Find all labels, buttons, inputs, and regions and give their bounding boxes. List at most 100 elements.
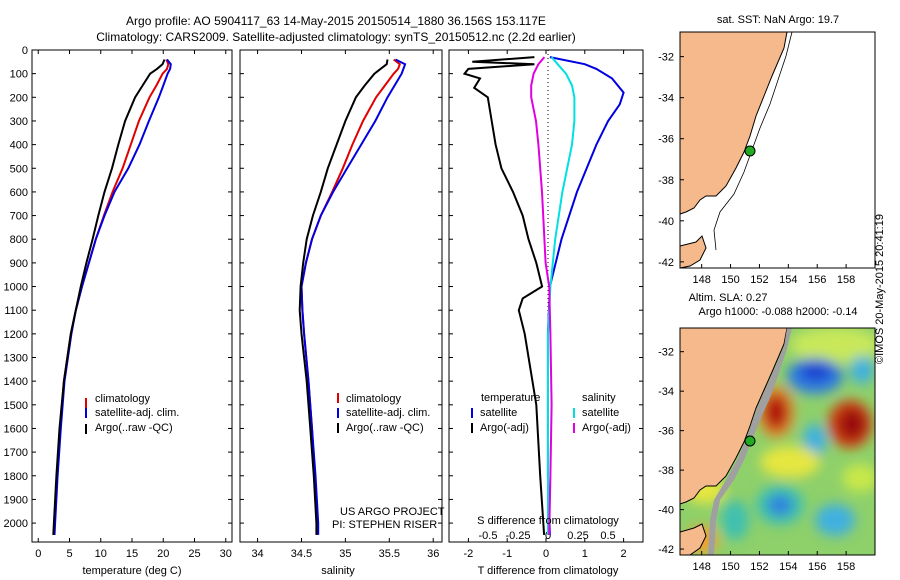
y-tick-label: -34 — [658, 93, 674, 105]
s-difference-label: S difference from climatology — [477, 515, 619, 527]
s-tick-label: -0.25 — [505, 530, 530, 542]
salinity-xlabel: salinity — [321, 565, 355, 577]
sla-anomaly — [815, 504, 855, 536]
sla-anomaly — [842, 464, 875, 492]
y-tick-label: -38 — [658, 465, 674, 477]
pi-annotation: PI: STEPHEN RISER — [332, 519, 437, 531]
x-tick-label: 30 — [220, 548, 232, 560]
legend-climatology-label: climatology — [95, 393, 151, 405]
australia-landmass — [679, 31, 788, 215]
sla-anomalies — [685, 328, 875, 554]
x-tick-label: 158 — [837, 561, 855, 573]
x-tick-label: 34 — [251, 548, 263, 560]
sla-anomaly — [721, 500, 749, 540]
x-tick-label: 148 — [692, 561, 710, 573]
legend-argo-label: Argo(..raw -QC) — [95, 422, 173, 434]
difference-x-axis: -2 -1 0 1 2 — [449, 49, 643, 560]
sla-anomaly — [803, 424, 827, 456]
legend-s-argo-label: Argo(-adj) — [582, 422, 631, 434]
x-tick-label: 152 — [750, 274, 768, 286]
temperature-axes-frame — [31, 49, 233, 543]
legend-t-satellite-label: satellite — [480, 407, 517, 419]
sst-map-title: sat. SST: NaN Argo: 19.7 — [717, 14, 839, 26]
y-tick-label: 1600 — [4, 423, 28, 435]
series-line-climatology — [300, 58, 401, 535]
sla-anomaly — [790, 328, 875, 363]
sla-map-axes: -32 -34 -36 -38 -40 -42 148 150 152 154 156 158 — [658, 347, 855, 573]
temperature-panel: 0100200300400500600700800900100011001200… — [4, 45, 233, 577]
x-tick-label: 156 — [808, 274, 826, 286]
x-tick-label: 0 — [543, 548, 549, 560]
sla-anomaly — [838, 408, 866, 440]
legend-t-argo-label: Argo(-adj) — [480, 422, 529, 434]
y-tick-label: -38 — [658, 175, 674, 187]
y-tick-label: 2000 — [4, 518, 28, 530]
australia-landmass — [680, 328, 788, 505]
difference-panel: -2 -1 0 1 2 -0.5 -0.25 0 0.25 0.5 T difference f… — [448, 49, 644, 577]
y-tick-label: -36 — [658, 134, 674, 146]
y-tick-label: 1100 — [4, 305, 28, 317]
temperature-legend: climatology satellite-adj. clim. Argo(..… — [85, 393, 179, 434]
x-tick-label: -2 — [464, 548, 474, 560]
sla-anomaly — [850, 356, 874, 384]
series-line-satellite — [53, 58, 172, 535]
s-tick-label: 0.5 — [600, 530, 615, 542]
x-tick-label: 35.5 — [379, 548, 400, 560]
series-line-argo — [298, 59, 389, 535]
salinity-legend: climatology satellite-adj. clim. Argo(..… — [337, 393, 430, 434]
y-tick-label: -40 — [658, 505, 674, 517]
y-tick-label: 1500 — [4, 400, 28, 412]
legend-temperature-title: temperature — [481, 392, 540, 404]
y-tick-label: 400 — [10, 140, 28, 152]
y-tick-label: 900 — [10, 258, 28, 270]
y-tick-label: -42 — [658, 257, 674, 269]
legend-salinity-title: salinity — [582, 392, 616, 404]
series-line-satellite — [300, 58, 407, 535]
y-tick-label: 0 — [22, 45, 28, 57]
x-tick-label: 15 — [126, 548, 138, 560]
x-tick-label: 10 — [95, 548, 107, 560]
project-annotation: US ARGO PROJECT — [340, 506, 445, 518]
y-tick-label: 200 — [10, 92, 28, 104]
sst-map-axes: -32 -34 -36 -38 -40 -42 148 150 152 154 156 158 — [658, 52, 855, 286]
series-line-t-satellite — [546, 56, 625, 535]
legend-argo-label: Argo(..raw -QC) — [346, 422, 424, 434]
salinity-difference-scale: -0.5 -0.25 0 0.25 0.5 — [479, 530, 616, 542]
float-position-marker — [744, 145, 756, 157]
tasmania-landmass — [680, 523, 707, 555]
sst-map-frame — [679, 31, 876, 269]
y-tick-label: -40 — [658, 216, 674, 228]
float-position-marker — [744, 435, 756, 447]
sla-map-frame — [679, 327, 876, 556]
x-tick-label: -1 — [502, 548, 512, 560]
x-tick-label: 154 — [779, 561, 797, 573]
x-tick-label: 2 — [621, 548, 627, 560]
series-line-climatology — [52, 59, 170, 535]
x-tick-label: 0 — [35, 548, 41, 560]
salinity-profiles — [298, 58, 407, 535]
header-line1: Argo profile: AO 5904117_63 14-May-2015 … — [126, 14, 546, 28]
sla-anomaly — [800, 363, 832, 381]
x-tick-label: 150 — [721, 274, 739, 286]
series-line-t-argo — [462, 56, 546, 535]
x-tick-label: 35 — [339, 548, 351, 560]
x-tick-label: 148 — [692, 274, 710, 286]
difference-axes-frame — [448, 49, 644, 543]
y-tick-label: 1400 — [4, 376, 28, 388]
sla-map-subtitle: Argo h1000: -0.088 h2000: -0.14 — [698, 306, 857, 318]
temperature-x-axis: 0 5 10 15 20 25 30 — [35, 50, 232, 560]
s-tick-label: -0.5 — [479, 530, 498, 542]
y-tick-label: 1700 — [4, 447, 28, 459]
sla-anomaly — [760, 446, 820, 478]
s-tick-label: 0 — [545, 530, 551, 542]
temperature-profiles — [52, 58, 172, 535]
x-tick-label: 36 — [427, 548, 439, 560]
y-tick-label: 800 — [10, 234, 28, 246]
x-tick-label: 20 — [157, 548, 169, 560]
sla-map-panel: Altim. SLA: 0.27 Argo h1000: -0.088 h200… — [658, 292, 876, 573]
legend-s-satellite-label: satellite — [582, 407, 619, 419]
sla-anomaly — [764, 394, 788, 430]
temperature-xlabel: temperature (deg C) — [82, 565, 181, 577]
y-tick-label: 600 — [10, 187, 28, 199]
